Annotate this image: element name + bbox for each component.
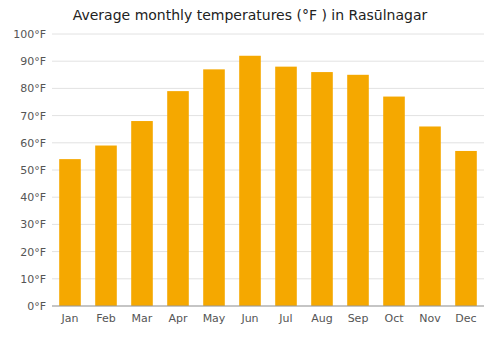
y-tick-label: 0°F — [27, 300, 46, 313]
x-tick-label: Jul — [278, 312, 292, 325]
chart-container: Average monthly temperatures (°F ) in Ra… — [0, 0, 500, 350]
bar — [203, 69, 225, 306]
grid-line — [52, 61, 484, 62]
bar — [275, 67, 297, 306]
x-tick-label: Jun — [240, 312, 258, 325]
bar — [239, 56, 261, 306]
y-tick-label: 20°F — [20, 246, 46, 259]
page: {"chart_data": {"type": "bar", "title": … — [0, 0, 500, 350]
bar — [95, 146, 117, 306]
bar — [383, 97, 405, 306]
y-tick-label: 100°F — [13, 28, 46, 41]
y-tick-label: 10°F — [20, 273, 46, 286]
grid-line — [52, 34, 484, 35]
x-tick-label: Oct — [384, 312, 404, 325]
y-tick-label: 70°F — [20, 110, 46, 123]
bars — [59, 56, 477, 306]
y-tick-label: 90°F — [20, 55, 46, 68]
bar — [131, 121, 153, 306]
x-tick-label: Jan — [61, 312, 79, 325]
y-axis-labels: 0°F 10°F 20°F 30°F 40°F 50°F 60°F 70°F 80°F 90°F 1… — [13, 28, 46, 313]
bar — [455, 151, 477, 306]
grid-line — [52, 88, 484, 89]
y-grid — [52, 34, 484, 306]
bar — [311, 72, 333, 306]
x-tick-label: Feb — [96, 312, 115, 325]
bar — [167, 91, 189, 306]
x-tick-label: Dec — [455, 312, 476, 325]
y-tick-label: 30°F — [20, 218, 46, 231]
x-tick-label: Nov — [419, 312, 441, 325]
grid-line — [52, 306, 484, 307]
chart-svg: Average monthly temperatures (°F ) in Ra… — [0, 0, 500, 350]
grid-line — [52, 115, 484, 116]
x-tick-label: May — [203, 312, 226, 325]
bar — [419, 126, 441, 306]
y-tick-label: 80°F — [20, 82, 46, 95]
bar — [347, 75, 369, 306]
bar — [59, 159, 81, 306]
y-tick-label: 60°F — [20, 137, 46, 150]
chart-title: Average monthly temperatures (°F ) in Ra… — [73, 7, 428, 23]
x-tick-label: Mar — [132, 312, 153, 325]
x-tick-label: Aug — [311, 312, 332, 325]
y-tick-label: 40°F — [20, 191, 46, 204]
x-axis-line — [52, 306, 484, 307]
y-tick-label: 50°F — [20, 164, 46, 177]
x-tick-label: Apr — [168, 312, 188, 325]
x-tick-label: Sep — [348, 312, 369, 325]
x-axis-labels: Jan Feb Mar Apr May Jun Jul Aug Sep Oct Nov Dec — [61, 312, 477, 325]
